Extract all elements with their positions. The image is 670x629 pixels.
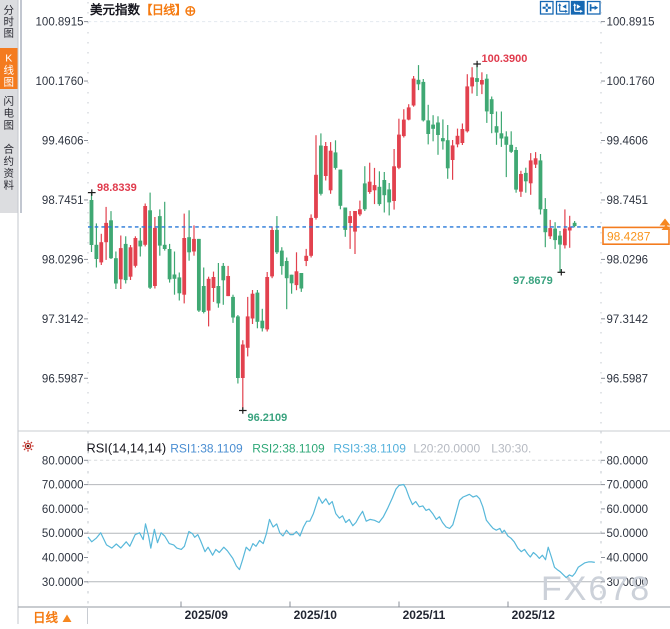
svg-text:100.1760: 100.1760 bbox=[607, 76, 655, 88]
svg-text:96.5987: 96.5987 bbox=[607, 373, 649, 385]
svg-text:L20:20.0000: L20:20.0000 bbox=[413, 442, 480, 456]
svg-text:98.7451: 98.7451 bbox=[42, 195, 84, 207]
svg-text:98.8339: 98.8339 bbox=[97, 182, 137, 194]
svg-text:97.3142: 97.3142 bbox=[42, 314, 84, 326]
svg-text:100.1760: 100.1760 bbox=[36, 76, 84, 88]
svg-text:70.0000: 70.0000 bbox=[42, 480, 84, 492]
svg-text:70.0000: 70.0000 bbox=[607, 480, 649, 492]
svg-text:2025/10: 2025/10 bbox=[294, 608, 338, 622]
svg-text:97.8679: 97.8679 bbox=[513, 275, 553, 287]
svg-text:80.0000: 80.0000 bbox=[607, 455, 649, 467]
svg-text:96.2109: 96.2109 bbox=[248, 412, 288, 424]
svg-text:美元指数: 美元指数 bbox=[90, 2, 141, 17]
svg-text:约: 约 bbox=[4, 154, 15, 167]
svg-text:60.0000: 60.0000 bbox=[607, 504, 649, 516]
svg-text:98.7451: 98.7451 bbox=[607, 195, 649, 207]
svg-text:日线: 日线 bbox=[33, 610, 59, 624]
svg-text:合: 合 bbox=[4, 142, 15, 155]
svg-text:图: 图 bbox=[4, 76, 15, 88]
svg-text:图: 图 bbox=[4, 119, 15, 131]
svg-text:RSI1:38.1109: RSI1:38.1109 bbox=[170, 442, 243, 456]
svg-text:K: K bbox=[5, 52, 12, 64]
svg-text:RSI2:38.1109: RSI2:38.1109 bbox=[252, 442, 325, 456]
svg-text:98.4287: 98.4287 bbox=[607, 229, 651, 243]
svg-text:97.3142: 97.3142 bbox=[607, 314, 649, 326]
svg-text:50.0000: 50.0000 bbox=[607, 528, 649, 540]
svg-text:【日线】: 【日线】 bbox=[141, 2, 187, 17]
svg-text:分: 分 bbox=[4, 4, 15, 16]
svg-text:闪: 闪 bbox=[4, 94, 15, 107]
svg-text:FX678: FX678 bbox=[541, 570, 651, 608]
svg-text:2025/12: 2025/12 bbox=[512, 608, 556, 622]
svg-text:电: 电 bbox=[4, 106, 15, 119]
svg-text:99.4606: 99.4606 bbox=[42, 136, 84, 148]
svg-text:时: 时 bbox=[4, 16, 15, 28]
svg-text:资: 资 bbox=[4, 167, 15, 179]
svg-text:98.0296: 98.0296 bbox=[607, 254, 649, 266]
svg-text:30.0000: 30.0000 bbox=[607, 577, 649, 589]
svg-text:60.0000: 60.0000 bbox=[42, 504, 84, 516]
svg-text:L30:30.: L30:30. bbox=[491, 442, 531, 456]
svg-text:RSI3:38.1109: RSI3:38.1109 bbox=[333, 442, 406, 456]
svg-text:96.5987: 96.5987 bbox=[42, 373, 84, 385]
svg-text:RSI(14,14,14): RSI(14,14,14) bbox=[87, 441, 167, 456]
svg-text:2025/11: 2025/11 bbox=[403, 608, 446, 622]
svg-text:100.8915: 100.8915 bbox=[36, 17, 84, 29]
svg-text:100.8915: 100.8915 bbox=[607, 17, 655, 29]
svg-text:99.4606: 99.4606 bbox=[607, 136, 649, 148]
svg-text:40.0000: 40.0000 bbox=[42, 553, 84, 565]
svg-text:图: 图 bbox=[4, 27, 15, 39]
svg-text:100.3900: 100.3900 bbox=[482, 53, 528, 65]
svg-text:料: 料 bbox=[4, 178, 15, 191]
svg-text:40.0000: 40.0000 bbox=[607, 553, 649, 565]
svg-text:2025/09: 2025/09 bbox=[185, 608, 229, 622]
svg-text:50.0000: 50.0000 bbox=[42, 528, 84, 540]
svg-text:98.0296: 98.0296 bbox=[42, 254, 84, 266]
svg-text:80.0000: 80.0000 bbox=[42, 455, 84, 467]
svg-text:30.0000: 30.0000 bbox=[42, 577, 84, 589]
svg-text:线: 线 bbox=[4, 63, 15, 76]
